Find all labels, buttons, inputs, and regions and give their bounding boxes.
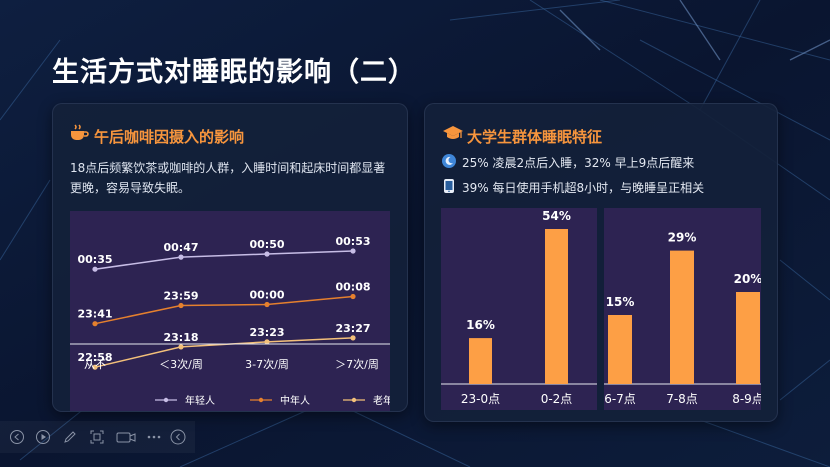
collapse-icon[interactable] — [170, 429, 186, 445]
bar-value-label: 29% — [668, 231, 697, 245]
data-point — [264, 251, 270, 257]
data-label: 00:50 — [249, 238, 284, 251]
legend-marker — [351, 397, 357, 403]
dots-icon[interactable] — [146, 429, 162, 445]
data-label: 22:58 — [77, 351, 112, 364]
data-label: 23:41 — [77, 308, 112, 321]
data-point — [350, 248, 356, 254]
data-label: 00:35 — [77, 253, 112, 266]
bar — [608, 315, 632, 384]
data-point — [264, 301, 270, 308]
data-point — [350, 335, 356, 341]
data-label: 23:23 — [249, 326, 284, 339]
legend-marker — [163, 397, 169, 403]
legend-marker — [258, 397, 264, 403]
camera-icon[interactable] — [116, 429, 136, 445]
legend-label: 老年人 — [373, 394, 390, 407]
phone-icon — [444, 179, 454, 193]
x-tick-label: 23-0点 — [461, 392, 500, 406]
presentation-toolbar — [0, 421, 195, 453]
data-label: 23:18 — [163, 331, 198, 344]
data-point — [264, 339, 270, 345]
fact-row: 39% 每日使用手机超8小时，与晚睡呈正相关 — [441, 177, 761, 197]
waketime-bar-chart: 15% 6-7点 29% 7-8点 20% 8-9点 — [604, 231, 764, 406]
prev-slide-icon[interactable] — [9, 429, 25, 445]
line-chart-panel: 00:35 00:47 00:50 00:53 23:41 23:59 00:00 00:08… — [70, 211, 403, 411]
bar — [545, 229, 568, 384]
sleep-time-line-chart: 00:35 00:47 00:50 00:53 23:41 23:59 00:00 00:08… — [70, 235, 403, 407]
waketime-bar-panel: 15% 6-7点 29% 7-8点 20% 8-9点 — [604, 208, 764, 410]
moon-clock-icon — [442, 154, 456, 168]
fact-row: 25% 凌晨2点后入睡，32% 早上9点后醒来 — [441, 152, 761, 172]
x-tick-label: ＜3次/周 — [159, 357, 203, 371]
bar — [670, 250, 694, 384]
series-line — [94, 295, 354, 325]
card-title: 午后咖啡因摄入的影响 — [94, 128, 245, 146]
data-point — [92, 266, 98, 272]
fact-text: 39% 每日使用手机超8小时，与晚睡呈正相关 — [462, 181, 705, 195]
coffee-cup-icon — [71, 124, 89, 140]
x-tick-label: ＞7次/周 — [335, 357, 379, 371]
data-label: 00:00 — [249, 289, 284, 302]
card-description: 18点后频繁饮茶或咖啡的人群，入睡时间和起床时间都显著更晚，容易导致失眠。 — [70, 161, 386, 195]
card-title: 大学生群体睡眠特征 — [467, 128, 603, 146]
series-line — [94, 337, 354, 368]
data-point — [92, 321, 98, 327]
series-line — [94, 250, 354, 270]
x-tick-label: 8-9点 — [732, 392, 761, 406]
data-point — [350, 293, 356, 300]
data-label: 00:08 — [335, 281, 370, 294]
pen-icon[interactable] — [62, 429, 78, 445]
bar-value-label: 16% — [466, 318, 495, 332]
data-point — [178, 344, 184, 350]
fact-text: 25% 凌晨2点后入睡，32% 早上9点后醒来 — [462, 156, 695, 170]
bar — [736, 292, 760, 384]
bedtime-bar-chart: 16% 23-0点 54% 0-2点 — [441, 209, 597, 406]
bedtime-bar-panel: 16% 23-0点 54% 0-2点 — [441, 208, 597, 410]
x-tick-label: 从不 — [84, 358, 106, 371]
x-tick-label: 0-2点 — [541, 392, 573, 406]
data-point — [92, 364, 98, 370]
data-label: 00:53 — [335, 235, 370, 248]
legend-label: 中年人 — [280, 394, 310, 407]
page-title: 生活方式对睡眠的影响（二） — [52, 57, 416, 88]
graduation-cap-icon — [443, 126, 463, 139]
students-card: 大学生群体睡眠特征 25% 凌晨2点后入睡，32% 早上9点后醒来 39% 每日… — [424, 103, 778, 422]
bar — [469, 338, 492, 384]
bar-value-label: 54% — [542, 209, 571, 223]
data-label: 23:59 — [163, 290, 198, 303]
data-point — [178, 254, 184, 260]
legend-label: 年轻人 — [185, 394, 215, 407]
bar-value-label: 15% — [606, 295, 635, 309]
x-tick-label: 3-7次/周 — [245, 357, 289, 371]
data-label: 00:47 — [163, 241, 198, 254]
data-label: 23:27 — [335, 322, 370, 335]
caffeine-card: 午后咖啡因摄入的影响 18点后频繁饮茶或咖啡的人群，入睡时间和起床时间都显著更晚… — [52, 103, 408, 412]
play-icon[interactable] — [35, 429, 51, 445]
x-tick-label: 6-7点 — [604, 392, 636, 406]
x-tick-label: 7-8点 — [666, 392, 698, 406]
bar-value-label: 20% — [734, 272, 761, 286]
data-point — [178, 302, 184, 309]
screen-capture-icon[interactable] — [89, 429, 105, 445]
